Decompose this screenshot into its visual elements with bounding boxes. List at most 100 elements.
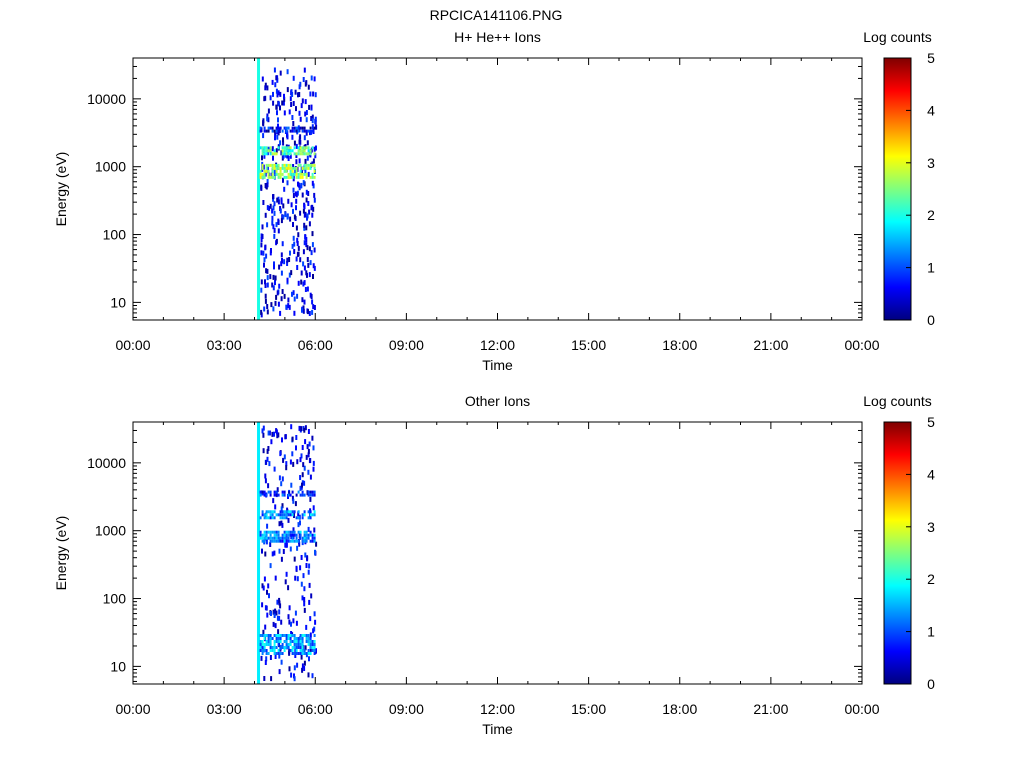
colorbar-tick-label: 0 (927, 312, 935, 328)
data-pixel (303, 126, 306, 130)
data-pixel (304, 168, 307, 174)
data-pixel (274, 504, 277, 510)
data-pixel (260, 279, 263, 285)
data-pixel (313, 643, 316, 646)
data-pixel (310, 104, 313, 110)
data-pixel (281, 258, 283, 263)
data-pixel (277, 228, 280, 234)
data-pixel (264, 293, 267, 299)
data-pixel (287, 634, 290, 637)
data-pixel (289, 530, 292, 534)
data-pixel (295, 159, 298, 165)
data-pixel (301, 643, 304, 646)
data-pixel (267, 108, 270, 114)
data-pixel (284, 434, 287, 440)
data-pixel (301, 146, 304, 150)
data-pixel (287, 297, 290, 303)
data-pixel (297, 129, 300, 133)
data-pixel (277, 493, 280, 497)
data-pixel (283, 454, 286, 460)
data-pixel (269, 516, 272, 520)
data-pixel (287, 198, 290, 204)
data-pixel (295, 166, 298, 170)
data-pixel (280, 199, 283, 205)
data-pixel (259, 530, 262, 534)
data-pixel (307, 309, 309, 315)
data-pixel (265, 166, 268, 170)
data-pixel (278, 128, 281, 133)
data-pixel (290, 102, 293, 107)
data-pixel (281, 490, 284, 494)
x-tick-label: 00:00 (844, 337, 879, 353)
data-pixel (290, 482, 293, 488)
data-pixel (275, 169, 278, 173)
data-pixel (293, 646, 296, 649)
data-pixel (307, 526, 310, 532)
data-pixel (302, 573, 305, 579)
data-pixel (297, 643, 300, 646)
data-pixel (267, 169, 270, 173)
data-pixel (312, 445, 315, 451)
data-pixel (268, 430, 271, 436)
data-pixel (293, 556, 296, 562)
data-pixel (301, 445, 304, 450)
data-pixel (301, 175, 304, 179)
data-pixel (263, 637, 266, 640)
x-tick-label: 00:00 (844, 701, 879, 717)
data-pixel (312, 466, 315, 472)
x-tick-label: 06:00 (298, 337, 333, 353)
data-pixel (285, 637, 288, 640)
data-pixel (295, 539, 298, 543)
data-pixel (274, 300, 277, 306)
data-pixel (271, 208, 274, 214)
data-pixel (281, 516, 284, 520)
data-pixel (260, 655, 263, 661)
data-pixel (260, 242, 263, 248)
data-pixel (298, 425, 301, 431)
data-pixel (309, 490, 312, 494)
data-pixel (263, 129, 266, 133)
data-pixel (307, 262, 310, 268)
data-pixel (311, 646, 314, 649)
data-pixel (278, 597, 281, 603)
data-pixel (267, 163, 270, 167)
data-pixel (282, 457, 285, 463)
data-pixel (299, 643, 302, 646)
data-pixel (305, 637, 308, 640)
data-pixel (303, 607, 306, 613)
x-tick-label: 21:00 (753, 701, 788, 717)
data-pixel (270, 439, 273, 445)
data-pixel (313, 640, 316, 643)
data-pixel (271, 282, 274, 288)
data-pixel (276, 197, 279, 203)
data-pixel (269, 637, 272, 640)
data-pixel (295, 126, 298, 130)
data-pixel (266, 85, 269, 91)
data-pixel (289, 649, 292, 652)
data-pixel (280, 218, 283, 224)
data-pixel (279, 166, 282, 170)
data-pixel (306, 215, 308, 221)
data-pixel (271, 79, 274, 85)
data-pixel (288, 304, 291, 310)
data-pixel (275, 222, 278, 228)
data-pixel (293, 172, 296, 176)
data-pixel (305, 129, 308, 133)
data-pixel (267, 126, 270, 130)
data-pixel (309, 640, 312, 643)
data-pixel (301, 307, 303, 313)
data-pixel (285, 646, 288, 649)
data-pixel (259, 634, 262, 637)
data-pixel (300, 182, 303, 188)
data-pixel (273, 166, 276, 170)
x-tick-label: 00:00 (115, 337, 150, 353)
data-pixel (277, 637, 280, 640)
data-pixel (301, 649, 304, 652)
data-pixel (280, 270, 283, 276)
data-pixel (314, 153, 317, 159)
data-pixel (272, 306, 275, 312)
colorbar-tick-label: 5 (927, 50, 935, 66)
data-pixel (301, 536, 304, 540)
data-pixel (311, 536, 314, 540)
data-pixel (289, 510, 292, 514)
